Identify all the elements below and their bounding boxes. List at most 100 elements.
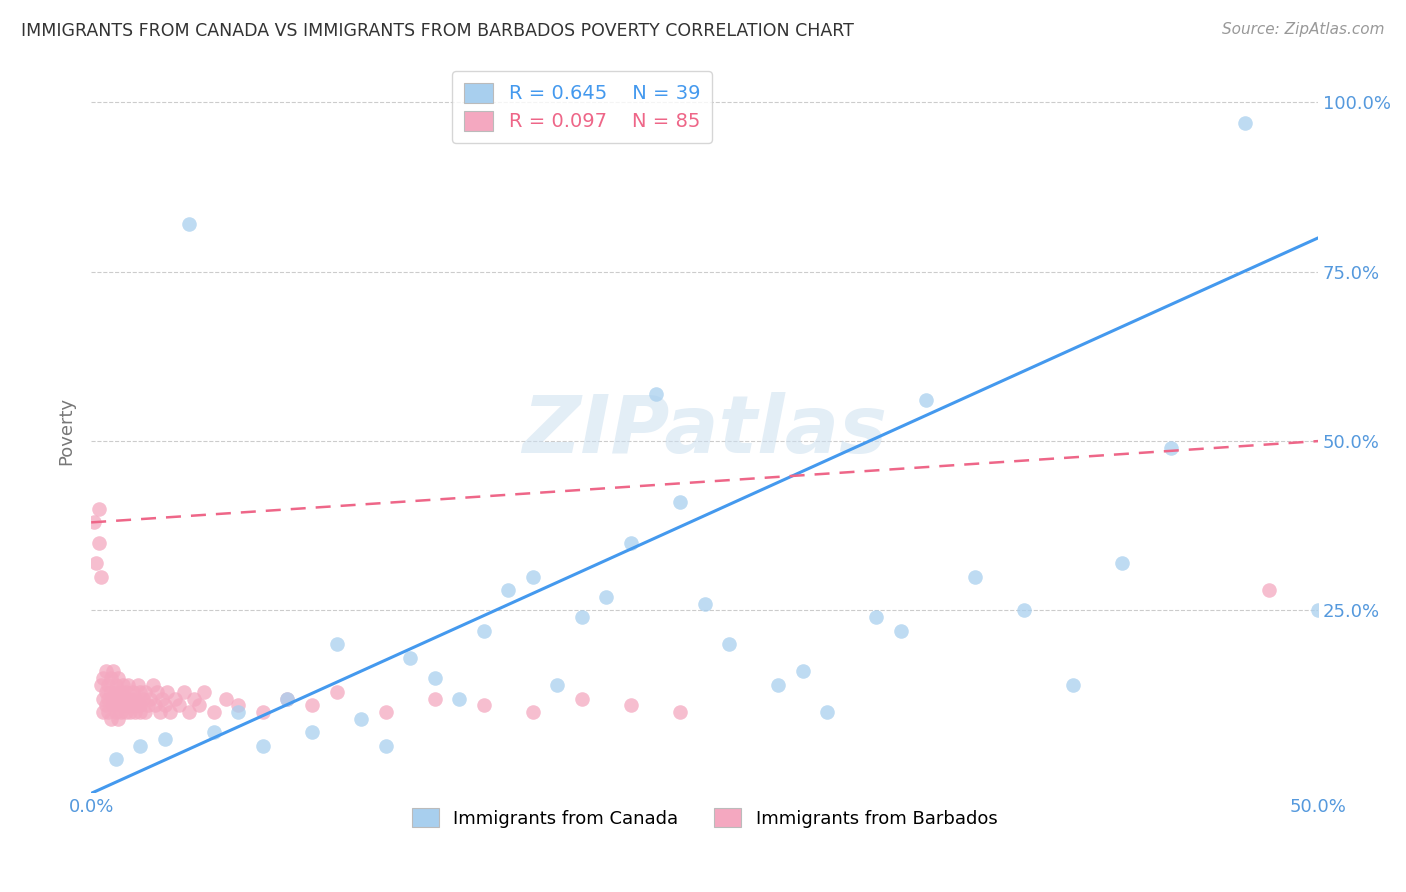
- Point: [97, 678, 120, 692]
- Point: [350, 712, 373, 726]
- Point: [93, 691, 115, 706]
- Point: [522, 569, 544, 583]
- Point: [1012, 603, 1035, 617]
- Point: [301, 698, 323, 713]
- Point: [228, 698, 250, 713]
- Point: [149, 705, 172, 719]
- Point: [122, 684, 145, 698]
- Text: IMMIGRANTS FROM CANADA VS IMMIGRANTS FROM BARBADOS POVERTY CORRELATION CHART: IMMIGRANTS FROM CANADA VS IMMIGRANTS FRO…: [21, 22, 853, 40]
- Point: [136, 698, 159, 713]
- Point: [1111, 556, 1133, 570]
- Point: [1308, 603, 1330, 617]
- Point: [153, 732, 176, 747]
- Point: [301, 725, 323, 739]
- Point: [150, 691, 173, 706]
- Point: [112, 678, 135, 692]
- Point: [100, 684, 122, 698]
- Point: [122, 698, 145, 713]
- Point: [124, 705, 146, 719]
- Point: [129, 684, 152, 698]
- Text: Source: ZipAtlas.com: Source: ZipAtlas.com: [1222, 22, 1385, 37]
- Point: [1233, 116, 1256, 130]
- Point: [228, 705, 250, 719]
- Point: [139, 691, 162, 706]
- Point: [620, 698, 643, 713]
- Point: [104, 752, 127, 766]
- Point: [193, 684, 215, 698]
- Point: [159, 705, 181, 719]
- Point: [718, 637, 741, 651]
- Point: [110, 705, 132, 719]
- Point: [134, 684, 156, 698]
- Point: [129, 698, 152, 713]
- Point: [914, 393, 936, 408]
- Point: [399, 651, 422, 665]
- Point: [83, 516, 105, 530]
- Point: [173, 684, 195, 698]
- Point: [472, 624, 495, 638]
- Point: [114, 684, 136, 698]
- Point: [127, 678, 149, 692]
- Point: [522, 705, 544, 719]
- Point: [768, 678, 790, 692]
- Legend: Immigrants from Canada, Immigrants from Barbados: Immigrants from Canada, Immigrants from …: [405, 801, 1005, 835]
- Point: [131, 691, 153, 706]
- Point: [87, 535, 110, 549]
- Point: [97, 705, 120, 719]
- Point: [114, 705, 136, 719]
- Point: [815, 705, 838, 719]
- Point: [107, 671, 129, 685]
- Point: [620, 535, 643, 549]
- Point: [104, 698, 127, 713]
- Point: [103, 698, 125, 713]
- Point: [202, 725, 225, 739]
- Text: ZIPatlas: ZIPatlas: [522, 392, 887, 470]
- Point: [117, 698, 139, 713]
- Point: [571, 691, 593, 706]
- Point: [90, 678, 112, 692]
- Point: [90, 569, 112, 583]
- Point: [129, 739, 152, 753]
- Point: [143, 698, 166, 713]
- Point: [100, 712, 122, 726]
- Point: [374, 705, 396, 719]
- Point: [1062, 678, 1084, 692]
- Point: [276, 691, 298, 706]
- Point: [179, 705, 201, 719]
- Point: [97, 691, 120, 706]
- Point: [153, 698, 176, 713]
- Point: [110, 698, 132, 713]
- Point: [117, 691, 139, 706]
- Point: [87, 501, 110, 516]
- Point: [449, 691, 471, 706]
- Point: [202, 705, 225, 719]
- Point: [374, 739, 396, 753]
- Point: [792, 665, 814, 679]
- Point: [546, 678, 568, 692]
- Point: [325, 684, 347, 698]
- Point: [595, 590, 617, 604]
- Point: [127, 698, 149, 713]
- Point: [146, 684, 169, 698]
- Point: [183, 691, 205, 706]
- Point: [104, 705, 127, 719]
- Point: [110, 684, 132, 698]
- Point: [1160, 441, 1182, 455]
- Point: [117, 678, 139, 692]
- Point: [169, 698, 191, 713]
- Point: [104, 678, 127, 692]
- Point: [669, 495, 692, 509]
- Point: [156, 684, 179, 698]
- Point: [693, 597, 716, 611]
- Point: [84, 556, 107, 570]
- Point: [112, 691, 135, 706]
- Point: [120, 705, 142, 719]
- Point: [124, 691, 146, 706]
- Point: [120, 691, 142, 706]
- Point: [188, 698, 211, 713]
- Point: [141, 678, 163, 692]
- Point: [103, 665, 125, 679]
- Point: [325, 637, 347, 651]
- Point: [93, 705, 115, 719]
- Point: [103, 691, 125, 706]
